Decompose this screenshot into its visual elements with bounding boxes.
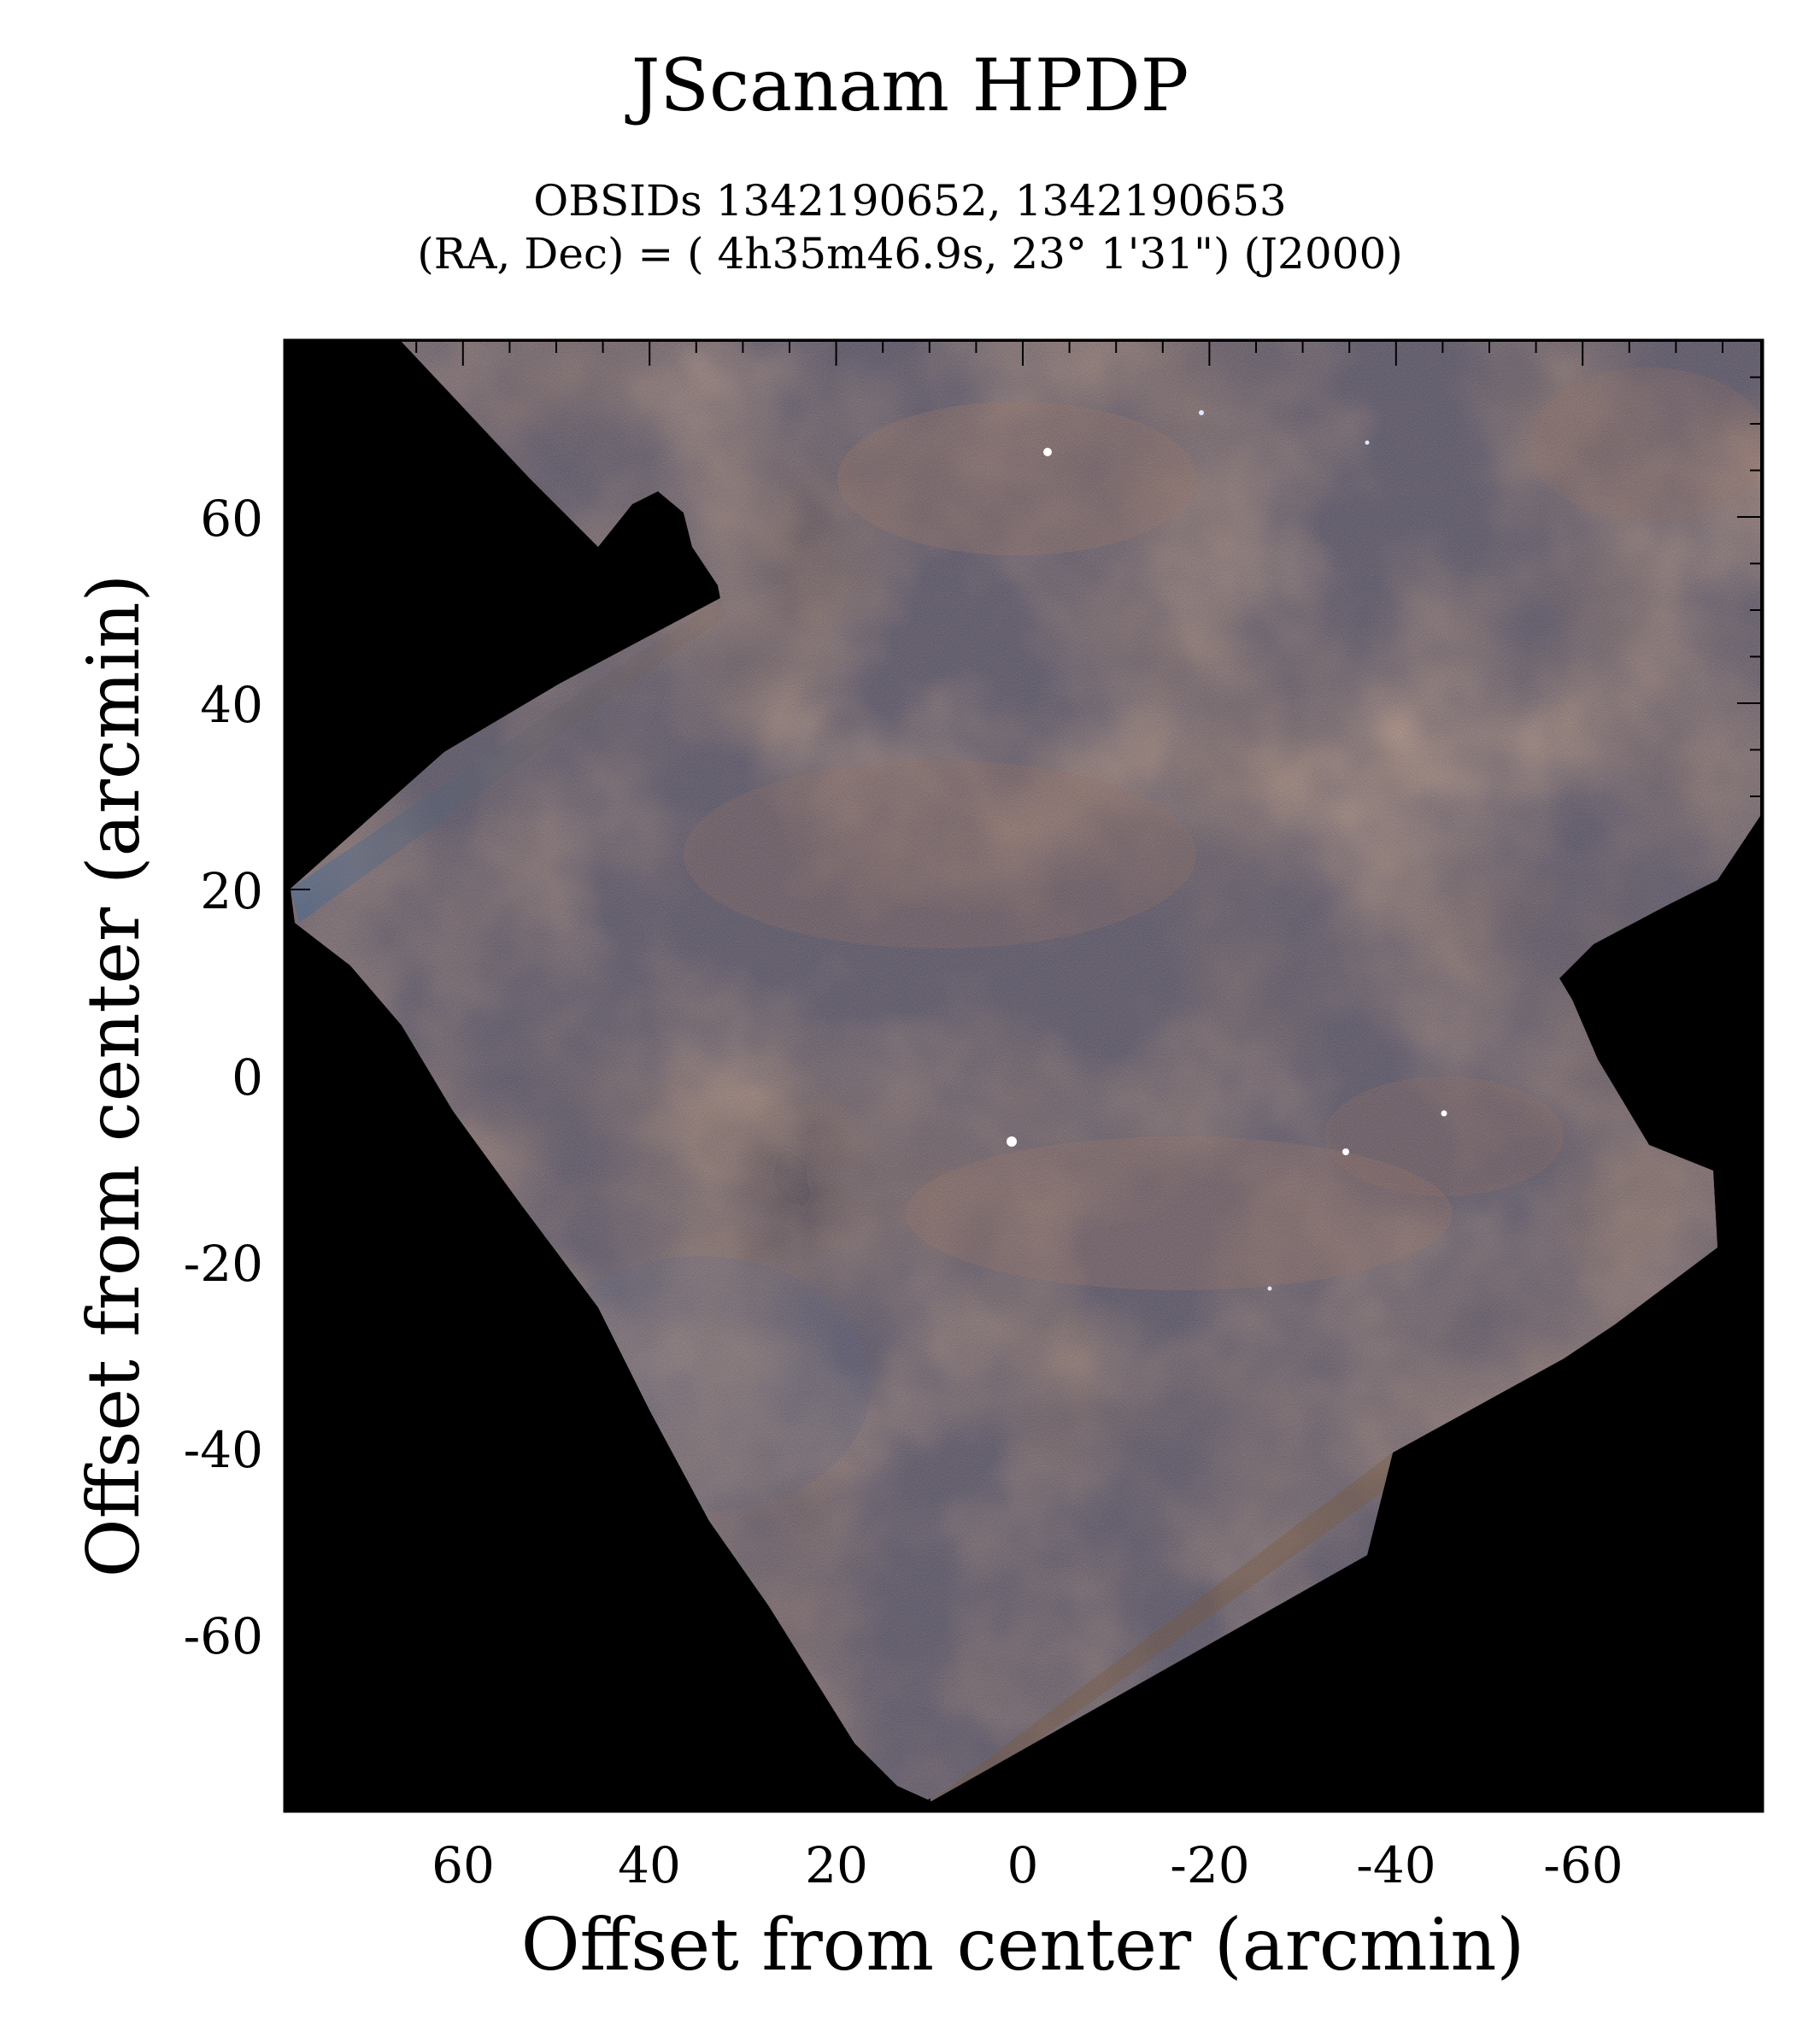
y-tick-label: 60: [200, 490, 263, 548]
axis-ticks: [285, 340, 1763, 1811]
x-tick-label: -20: [1170, 1836, 1249, 1894]
y-tick-labels: 60 40 20 0 -20 -40 -60: [184, 490, 263, 1665]
y-tick-label: 20: [200, 862, 263, 920]
x-tick-labels: 60 40 20 0 -20 -40 -60: [432, 1836, 1623, 1894]
x-tick-label: 20: [805, 1836, 868, 1894]
x-tick-label: 0: [1007, 1836, 1039, 1894]
y-tick-label: -60: [184, 1607, 263, 1665]
observation-ids: OBSIDs 1342190652, 1342190653: [533, 176, 1287, 226]
y-tick-label: 0: [232, 1048, 263, 1107]
point-sources: [1007, 410, 1447, 1291]
figure-title: JScanam HPDP: [631, 44, 1189, 127]
coordinates-label: (RA, Dec) = ( 4h35m46.9s, 23° 1'31") (J2…: [417, 229, 1403, 279]
y-axis-label: Offset from center (arcmin): [72, 574, 156, 1578]
y-tick-label: -20: [184, 1235, 263, 1293]
x-axis-label: Offset from center (arcmin): [521, 1903, 1525, 1987]
x-tick-label: -40: [1356, 1836, 1435, 1894]
x-tick-label: -60: [1543, 1836, 1623, 1894]
x-tick-label: 60: [432, 1836, 495, 1894]
x-tick-label: 40: [618, 1836, 681, 1894]
y-tick-label: -40: [184, 1421, 263, 1479]
y-tick-label: 40: [200, 676, 263, 734]
